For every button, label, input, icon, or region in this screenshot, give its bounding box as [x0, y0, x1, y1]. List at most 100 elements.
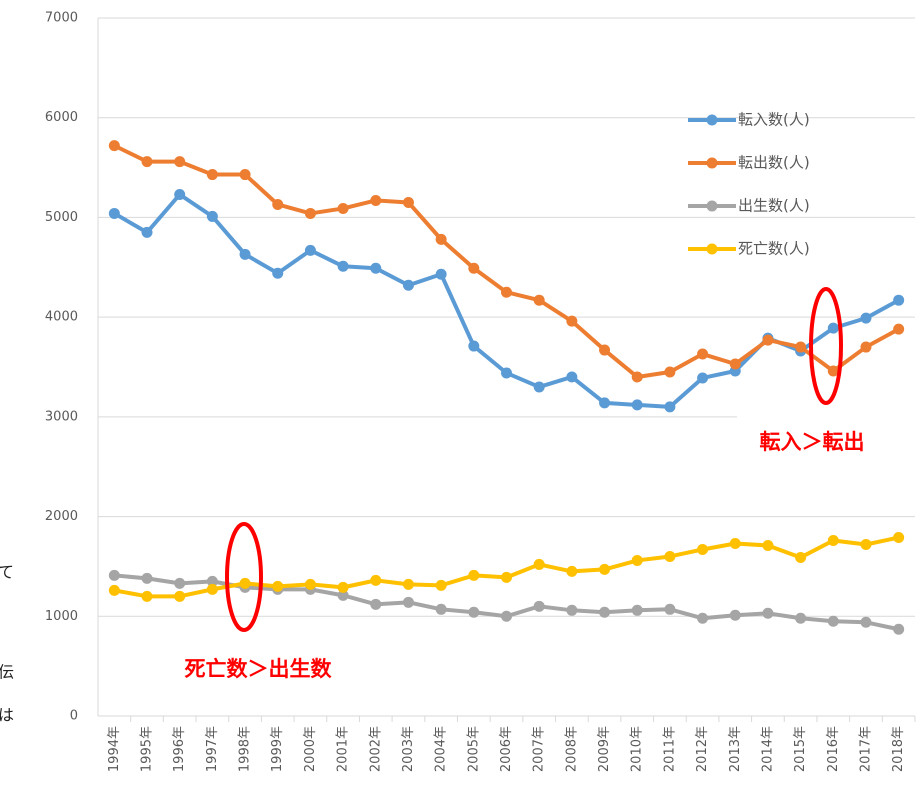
highlight: [809, 287, 843, 405]
data-point: [468, 340, 480, 352]
side-text: て: [0, 563, 14, 582]
data-point: [566, 565, 578, 577]
data-point: [599, 397, 611, 409]
x-tick-label: 1997年: [205, 726, 220, 772]
x-tick-label: 2006年: [499, 726, 514, 772]
data-point: [729, 537, 741, 549]
x-tick-label: 1996年: [172, 726, 187, 772]
data-point: [533, 600, 545, 612]
x-tick-label: 2007年: [532, 726, 547, 772]
x-tick-label: 1999年: [270, 726, 285, 772]
data-point: [566, 604, 578, 616]
data-point: [762, 334, 774, 346]
legend-label: 出生数(人): [738, 197, 810, 215]
legend-label: 転出数(人): [738, 154, 810, 172]
y-tick-label: 5000: [45, 210, 78, 225]
data-point: [827, 365, 839, 377]
x-tick-label: 2011年: [662, 726, 677, 772]
y-tick-label: 3000: [45, 409, 78, 424]
x-tick-label: 2005年: [466, 726, 481, 772]
data-point: [206, 210, 218, 222]
data-point: [239, 169, 251, 181]
data-point: [795, 612, 807, 624]
data-point: [141, 156, 153, 168]
data-point: [174, 590, 186, 602]
data-point: [435, 579, 447, 591]
data-point: [239, 248, 251, 260]
data-point: [272, 198, 284, 210]
x-tick-label: 2002年: [368, 726, 383, 772]
data-point: [631, 604, 643, 616]
data-point: [370, 574, 382, 586]
x-tick-label: 1998年: [238, 726, 253, 772]
x-tick-label: 2009年: [597, 726, 612, 772]
data-point: [729, 609, 741, 621]
legend-marker: [706, 157, 718, 169]
plot: 転入数(人) 転出数(人) 出生数(人) 死亡数(人): [108, 111, 905, 635]
data-point: [533, 558, 545, 570]
y-tick-label: 1000: [45, 609, 78, 624]
data-point: [370, 262, 382, 274]
data-point: [860, 312, 872, 324]
x-tick-label: 2015年: [793, 726, 808, 772]
data-point: [631, 371, 643, 383]
data-point: [533, 294, 545, 306]
data-point: [762, 607, 774, 619]
legend-label: 転入数(人): [738, 111, 810, 129]
x-tick-label: 2016年: [826, 726, 841, 772]
legend-marker: [706, 200, 718, 212]
data-point: [501, 367, 512, 379]
data-point: [108, 584, 120, 596]
data-point: [174, 577, 186, 589]
x-tick-label: 2014年: [760, 726, 775, 772]
data-point: [435, 233, 447, 245]
data-point: [108, 569, 120, 581]
data-point: [664, 401, 676, 413]
data-point: [141, 590, 153, 602]
data-point: [827, 615, 839, 627]
data-point: [501, 610, 512, 622]
data-point: [664, 366, 676, 378]
data-point: [337, 589, 349, 601]
data-point: [402, 196, 414, 208]
data-point: [468, 606, 480, 618]
x-tick-label: 1994年: [107, 726, 122, 772]
data-point: [239, 577, 251, 589]
highlight: [225, 522, 263, 632]
data-point: [108, 207, 120, 219]
data-point: [337, 202, 349, 214]
legend-marker: [706, 114, 718, 126]
data-point: [272, 267, 284, 279]
data-point: [206, 169, 218, 181]
data-point: [304, 244, 316, 256]
legend-marker: [706, 243, 718, 255]
data-point: [174, 188, 186, 200]
legend-label: 死亡数(人): [738, 240, 810, 258]
data-point: [893, 532, 905, 544]
data-point: [729, 358, 741, 370]
x-tick-label: 2010年: [630, 726, 645, 772]
data-point: [827, 535, 839, 547]
data-point: [402, 596, 414, 608]
data-point: [893, 323, 905, 335]
data-point: [370, 194, 382, 206]
data-point: [599, 563, 611, 575]
x-tick-label: 2013年: [728, 726, 743, 772]
data-point: [664, 550, 676, 562]
data-point: [631, 554, 643, 566]
annotation: 転入＞転出: [760, 430, 865, 454]
data-point: [566, 371, 578, 383]
data-point: [795, 551, 807, 563]
data-point: [599, 344, 611, 356]
data-point: [795, 341, 807, 353]
y-tick-label: 7000: [45, 11, 78, 26]
data-point: [272, 580, 284, 592]
side-text: 伝: [0, 663, 14, 682]
data-point: [304, 207, 316, 219]
data-point: [827, 322, 839, 334]
data-point: [762, 539, 774, 551]
data-point: [206, 583, 218, 595]
data-point: [337, 260, 349, 272]
annotation: 死亡数＞出生数: [185, 657, 333, 681]
y-tick-label: 6000: [45, 110, 78, 125]
